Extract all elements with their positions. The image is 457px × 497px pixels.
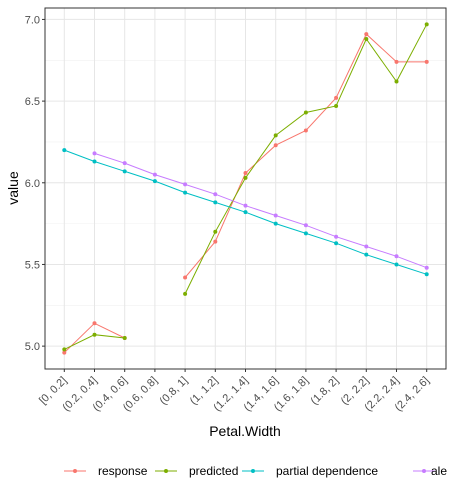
data-point-predicted: [364, 37, 369, 42]
data-point-ale: [92, 151, 97, 156]
data-point-predicted: [243, 175, 248, 180]
series-partial-dependence: [62, 148, 429, 277]
data-point-partial-dependence: [62, 148, 67, 153]
data-point-response: [394, 59, 399, 64]
data-point-response: [213, 239, 218, 244]
data-point-ale: [213, 192, 218, 197]
y-tick-label: 7.0: [25, 14, 40, 26]
data-point-predicted: [122, 335, 127, 340]
data-point-partial-dependence: [334, 241, 339, 246]
data-point-partial-dependence: [273, 221, 278, 226]
major-gridlines: [45, 8, 446, 369]
legend-item-predicted: predicted: [155, 464, 238, 478]
y-tick-label: 6.5: [25, 96, 40, 108]
data-point-partial-dependence: [364, 252, 369, 257]
legend-key-point: [73, 469, 77, 473]
x-axis: [0, 0.2](0.2, 0.4](0.4, 0.6](0.6, 0.8](0…: [37, 369, 432, 414]
data-point-ale: [424, 265, 429, 270]
data-point-ale: [303, 223, 308, 228]
data-point-partial-dependence: [303, 231, 308, 236]
data-point-ale: [183, 182, 188, 187]
data-point-partial-dependence: [183, 190, 188, 195]
x-tick-label: (0.8, 1]: [158, 375, 191, 408]
data-point-partial-dependence: [92, 159, 97, 164]
legend-item-response: response: [64, 464, 148, 478]
y-tick-label: 5.5: [25, 259, 40, 271]
data-point-response: [303, 128, 308, 133]
legend: response predicted partial dependence ale: [64, 464, 447, 478]
data-point-response: [424, 59, 429, 64]
series-predicted: [62, 22, 429, 352]
data-point-partial-dependence: [243, 210, 248, 215]
data-point-ale: [243, 203, 248, 208]
x-tick-label: (1.8, 2]: [309, 375, 342, 408]
data-point-predicted: [394, 79, 399, 84]
data-point-ale: [364, 244, 369, 249]
data-point-partial-dependence: [424, 272, 429, 277]
series-layer: [62, 22, 429, 355]
legend-label: response: [98, 464, 148, 478]
legend-key-point: [164, 469, 168, 473]
legend-key-point: [422, 469, 426, 473]
data-point-response: [243, 170, 248, 175]
data-point-response: [334, 95, 339, 100]
data-point-predicted: [213, 229, 218, 234]
data-point-ale: [394, 254, 399, 259]
data-point-ale: [152, 172, 157, 177]
data-point-predicted: [183, 291, 188, 296]
series-line-ale: [94, 152, 427, 269]
data-point-response: [92, 321, 97, 326]
legend-item-partial-dependence: partial dependence: [242, 464, 378, 478]
data-point-predicted: [273, 133, 278, 138]
data-point-ale: [273, 213, 278, 218]
y-tick-label: 5.0: [25, 341, 40, 353]
legend-item-ale: ale: [413, 464, 447, 478]
data-point-partial-dependence: [122, 169, 127, 174]
data-point-predicted: [62, 347, 67, 352]
legend-label: partial dependence: [276, 464, 378, 478]
y-axis: 5.0 5.5 6.0 6.5 7.0: [25, 14, 45, 353]
plot-border: [44, 7, 447, 370]
y-axis-title: value: [5, 171, 21, 205]
y-tick-label: 6.0: [25, 178, 40, 190]
series-ale: [92, 151, 429, 270]
data-point-partial-dependence: [152, 179, 157, 184]
data-point-response: [364, 32, 369, 37]
data-point-ale: [334, 234, 339, 239]
data-point-predicted: [424, 22, 429, 27]
data-point-partial-dependence: [213, 200, 218, 205]
legend-key-point: [251, 469, 255, 473]
data-point-predicted: [303, 110, 308, 115]
x-axis-title: Petal.Width: [209, 423, 281, 439]
data-point-partial-dependence: [394, 262, 399, 267]
data-point-ale: [122, 161, 127, 166]
data-point-response: [62, 350, 67, 355]
data-point-response: [273, 143, 278, 148]
data-point-predicted: [334, 104, 339, 109]
data-point-predicted: [92, 332, 97, 337]
data-point-response: [183, 275, 188, 280]
legend-label: ale: [431, 464, 447, 478]
legend-label: predicted: [189, 464, 238, 478]
